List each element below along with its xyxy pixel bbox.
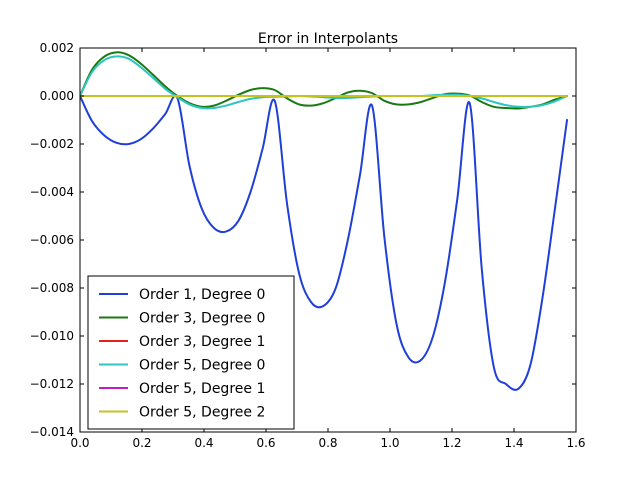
x-tick-label: 0.4 — [194, 436, 213, 450]
y-tick-label: −0.012 — [30, 377, 74, 391]
y-tick-label: 0.000 — [40, 89, 74, 103]
legend-entry: Order 5, Degree 0 — [99, 358, 265, 374]
x-tick-label: 0.2 — [132, 436, 151, 450]
legend-entry: Order 5, Degree 2 — [99, 405, 265, 421]
legend-label: Order 3, Degree 0 — [139, 311, 265, 327]
y-tick-label: −0.014 — [30, 425, 74, 439]
y-tick-label: −0.010 — [30, 329, 74, 343]
legend-entry: Order 5, Degree 1 — [99, 381, 265, 397]
legend-label: Order 5, Degree 0 — [139, 358, 265, 374]
series-line-4 — [80, 55, 569, 110]
legend-label: Order 3, Degree 1 — [139, 334, 265, 350]
x-tick-label: 1.0 — [380, 436, 399, 450]
plot-area — [80, 51, 569, 391]
x-tick-label: 1.4 — [504, 436, 523, 450]
y-tick-label: 0.002 — [40, 41, 74, 55]
legend-label: Order 5, Degree 1 — [139, 381, 265, 397]
y-tick-label: −0.006 — [30, 233, 74, 247]
series-line-2 — [80, 51, 569, 110]
legend-entry: Order 3, Degree 1 — [99, 334, 265, 350]
legend-label: Order 1, Degree 0 — [139, 287, 265, 303]
x-tick-label: 0.6 — [256, 436, 275, 450]
axes: 0.0 0.2 0.4 0.6 0.8 1.0 1.2 1.4 1.6 0.002 0.000 −0.… — [30, 41, 586, 450]
x-tick-label: 0.8 — [318, 436, 337, 450]
legend-box — [87, 275, 295, 430]
legend-entry: Order 1, Degree 0 — [99, 287, 265, 303]
y-tick-label: −0.002 — [30, 137, 74, 151]
series-line-1 — [80, 94, 569, 391]
x-tick-label: 0.0 — [70, 436, 89, 450]
chart-title: Error in Interpolants — [258, 31, 398, 47]
legend-entry: Order 3, Degree 0 — [99, 311, 265, 327]
y-tick-label: −0.004 — [30, 185, 74, 199]
y-tick-label: −0.008 — [30, 281, 74, 295]
x-tick-label: 1.6 — [566, 436, 585, 450]
legend-label: Order 5, Degree 2 — [139, 405, 265, 421]
legend: Order 1, Degree 0 Order 3, Degree 0 Order … — [87, 275, 295, 430]
x-tick-label: 1.2 — [442, 436, 461, 450]
